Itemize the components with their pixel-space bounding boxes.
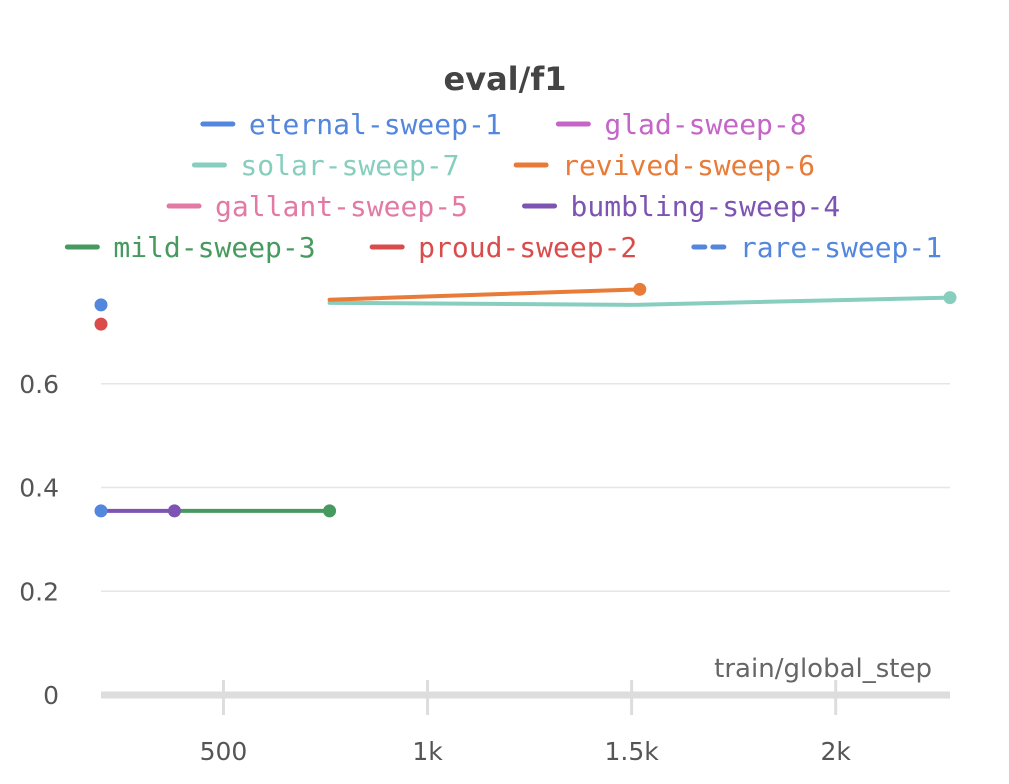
legend-label: bumbling-sweep-4 [571,190,841,223]
legend-label: glad-sweep-8 [604,108,806,141]
legend-label: mild-sweep-3 [113,231,315,264]
x-axis: 500 1k 1.5k 2k [101,680,950,766]
legend-item-revived-sweep-6[interactable]: revived-sweep-6 [513,149,815,182]
legend-item-rare-sweep-1[interactable]: rare-sweep-1 [691,231,942,264]
series-point-0 [323,504,337,518]
legend-item-proud-sweep-2[interactable]: proud-sweep-2 [369,231,637,264]
series-proud-sweep-2 [94,317,108,331]
legend-item-bumbling-sweep-4[interactable]: bumbling-sweep-4 [522,190,841,223]
series-point-0 [94,317,108,331]
series-lines [94,282,957,518]
legend-label: revived-sweep-6 [562,149,815,182]
series-point-0 [167,504,181,518]
legend-label: rare-sweep-1 [740,231,942,264]
series-point-0 [943,291,957,305]
series-mild-sweep-3 [172,504,337,518]
legend-item-solar-sweep-7[interactable]: solar-sweep-7 [191,149,460,182]
y-tick-label-0: 0 [43,681,59,710]
series-line [327,287,642,302]
series-point-1 [94,504,108,518]
series-bumbling-sweep-4 [99,504,181,518]
series-point-0 [94,298,108,312]
legend-item-gallant-sweep-5[interactable]: gallant-sweep-5 [166,190,468,223]
x-tick-label-2: 1.5k [605,737,660,766]
y-tick-label-1: 0.2 [19,577,59,606]
x-tick-label-3: 2k [821,737,852,766]
x-axis-label: train/global_step [714,654,932,684]
series-solar-sweep-7 [327,291,957,307]
legend-item-glad-sweep-8[interactable]: glad-sweep-8 [555,108,807,141]
y-tick-label-2: 0.4 [19,474,59,503]
legend-label: solar-sweep-7 [240,149,459,182]
grid-lines [101,383,950,592]
legend-item-eternal-sweep-1[interactable]: eternal-sweep-1 [200,108,502,141]
legend: eternal-sweep-1 glad-sweep-8 solar-sweep-7… [64,108,942,264]
x-tick-label-1: 1k [412,737,443,766]
chart-title: eval/f1 [444,60,567,98]
series-eternal-sweep-1 [94,298,108,518]
y-axis: 0 0.2 0.4 0.6 [19,370,59,710]
x-tick-label-0: 500 [200,737,248,766]
legend-item-mild-sweep-3[interactable]: mild-sweep-3 [64,231,316,264]
legend-label: gallant-sweep-5 [215,190,468,223]
legend-label: proud-sweep-2 [418,231,637,264]
series-revived-sweep-6 [327,282,647,302]
series-point-0 [633,282,647,296]
legend-label: eternal-sweep-1 [249,108,502,141]
series-line [327,295,952,307]
y-tick-label-3: 0.6 [19,370,59,399]
